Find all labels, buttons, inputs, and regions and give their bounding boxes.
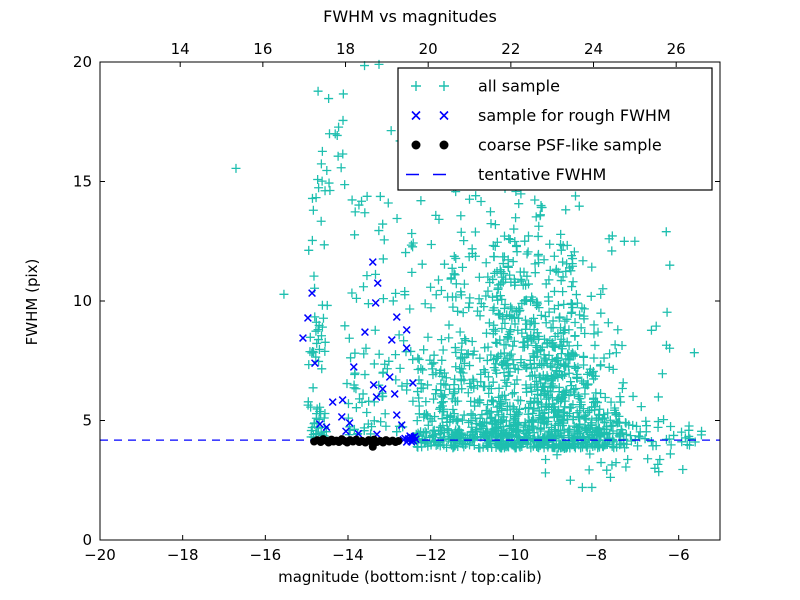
y-tick-label: 0	[82, 531, 92, 549]
x-tick-label-bottom: −10	[498, 546, 530, 564]
x-tick-label-top: 16	[253, 40, 272, 58]
x-tick-label-top: 22	[501, 40, 520, 58]
legend-label: coarse PSF-like sample	[478, 136, 662, 155]
series-rough-fwhm	[299, 258, 420, 446]
x-tick-label-top: 18	[336, 40, 355, 58]
x-tick-label-bottom: −8	[585, 546, 607, 564]
legend-label: all sample	[478, 77, 560, 96]
x-axis-label: magnitude (bottom:isnt / top:calib)	[278, 568, 542, 586]
y-tick-label: 5	[82, 412, 92, 430]
legend: all sample sample for rough FWHM coarse PS…	[397, 67, 713, 191]
x-tick-label-bottom: −6	[668, 546, 690, 564]
x-tick-label-top: 26	[667, 40, 686, 58]
chart-title: FWHM vs magnitudes	[323, 7, 497, 26]
x-tick-label-top: 14	[171, 40, 190, 58]
x-tick-label-bottom: −20	[84, 546, 116, 564]
x-tick-label-top: 20	[419, 40, 438, 58]
x-tick-label-bottom: −18	[167, 546, 199, 564]
y-axis-label: FWHM (pix)	[23, 258, 41, 346]
y-tick-label: 10	[73, 292, 92, 310]
axis-ticks: −20 −18 −16 −14 −12 −10 −8 −6 14 16 18 20 22 24 26 0 5 10…	[73, 40, 720, 564]
x-tick-label-bottom: −14	[332, 546, 364, 564]
legend-box	[397, 67, 713, 191]
y-tick-label: 20	[73, 53, 92, 71]
legend-label: tentative FWHM	[478, 165, 606, 184]
x-tick-label-top: 24	[584, 40, 603, 58]
series-psf-like	[310, 435, 403, 451]
x-tick-label-bottom: −12	[415, 546, 447, 564]
legend-label: sample for rough FWHM	[478, 106, 671, 125]
y-tick-label: 15	[73, 173, 92, 191]
x-tick-label-bottom: −16	[250, 546, 282, 564]
